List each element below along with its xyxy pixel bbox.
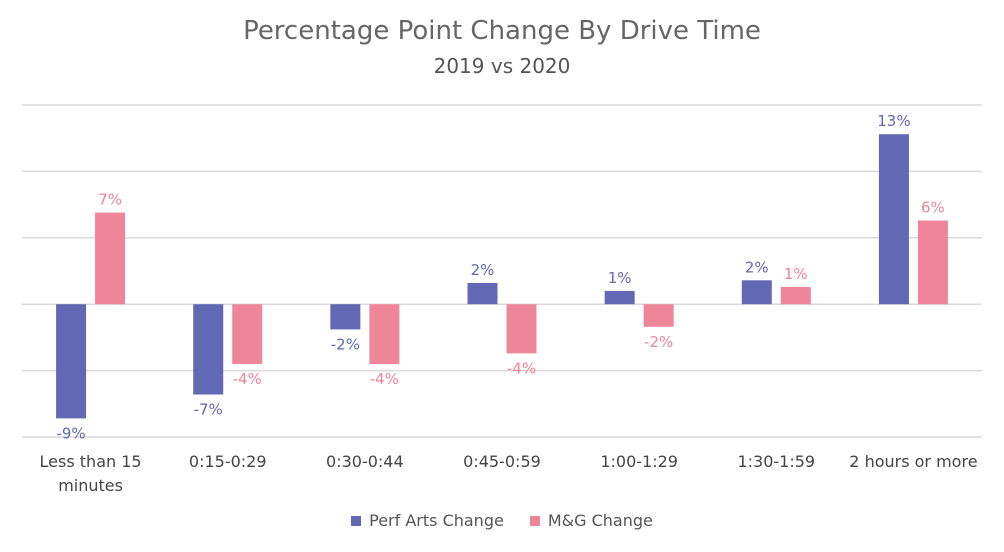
data-label-mg: -4% bbox=[233, 370, 262, 388]
data-label-mg: -4% bbox=[370, 370, 399, 388]
legend-item-mg: M&G Change bbox=[529, 511, 653, 530]
bar-perf-arts bbox=[878, 134, 909, 305]
x-tick-label: 1:00-1:29 bbox=[600, 452, 678, 471]
x-tick-label: 0:15-0:29 bbox=[189, 452, 267, 471]
chart-subtitle: 2019 vs 2020 bbox=[433, 54, 571, 78]
data-label-perf-arts: -9% bbox=[56, 424, 85, 442]
data-label-mg: -2% bbox=[644, 333, 673, 351]
bar-perf-arts bbox=[467, 282, 498, 305]
bar-perf-arts bbox=[193, 304, 224, 395]
data-label-mg: 6% bbox=[921, 199, 945, 217]
bar-mg bbox=[506, 304, 537, 354]
x-tick-label: Less than 15 bbox=[40, 452, 142, 471]
data-label-perf-arts: 1% bbox=[608, 269, 632, 287]
data-label-perf-arts: -7% bbox=[194, 401, 223, 419]
x-tick-label: 0:45-0:59 bbox=[463, 452, 541, 471]
data-label-perf-arts: 2% bbox=[471, 261, 495, 279]
x-tick-label: 1:30-1:59 bbox=[737, 452, 815, 471]
data-label-perf-arts: 13% bbox=[877, 112, 910, 130]
legend-swatch-mg bbox=[529, 515, 540, 526]
data-label-perf-arts: 2% bbox=[745, 258, 769, 276]
bar-perf-arts bbox=[741, 280, 772, 305]
data-label-mg: 7% bbox=[98, 191, 122, 209]
bar-mg bbox=[643, 304, 674, 327]
bar-mg bbox=[232, 304, 263, 364]
bar-perf-arts bbox=[604, 290, 635, 305]
bar-mg bbox=[95, 212, 126, 305]
bar-mg bbox=[369, 304, 400, 364]
legend-label-perf-arts: Perf Arts Change bbox=[369, 511, 504, 530]
chart-title: Percentage Point Change By Drive Time bbox=[243, 16, 761, 46]
bar-mg bbox=[917, 220, 948, 305]
x-tick-label: 0:30-0:44 bbox=[326, 452, 404, 471]
data-label-mg: 1% bbox=[784, 265, 808, 283]
bar-perf-arts bbox=[330, 304, 361, 330]
x-tick-label: minutes bbox=[58, 476, 123, 495]
bar-perf-arts bbox=[56, 304, 87, 419]
legend-swatch-perf-arts bbox=[351, 515, 362, 526]
legend: Perf Arts Change M&G Change bbox=[0, 511, 1004, 530]
legend-label-mg: M&G Change bbox=[547, 511, 653, 530]
data-label-mg: -4% bbox=[507, 359, 536, 377]
legend-item-perf-arts: Perf Arts Change bbox=[351, 511, 504, 530]
bar-mg bbox=[780, 286, 811, 305]
data-label-perf-arts: -2% bbox=[331, 335, 360, 353]
x-tick-label: 2 hours or more bbox=[849, 452, 977, 471]
